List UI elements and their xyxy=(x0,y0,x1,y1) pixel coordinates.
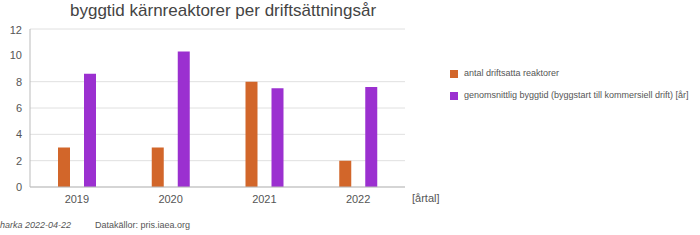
svg-text:4: 4 xyxy=(16,128,22,140)
html-text:genomsnittlig byggtid (byggsta: genomsnittlig byggtid (byggstart till ko… xyxy=(464,90,689,100)
svg-text:0: 0 xyxy=(16,181,22,193)
svg-text:10: 10 xyxy=(10,49,22,61)
svg-text:2019: 2019 xyxy=(65,193,89,205)
svg-text:2: 2 xyxy=(16,155,22,167)
svg-text:2020: 2020 xyxy=(158,193,182,205)
html-text:antal driftsatta reaktorer: antal driftsatta reaktorer xyxy=(464,68,559,78)
svg-text:2021: 2021 xyxy=(252,193,276,205)
svg-text:12: 12 xyxy=(10,24,22,36)
html-text:byggtid kärnreaktorer per drif: byggtid kärnreaktorer per driftsättnings… xyxy=(70,1,377,20)
html-text:[årtal]: [årtal] xyxy=(412,192,440,204)
svg-text:2022: 2022 xyxy=(346,193,370,205)
svg-text:8: 8 xyxy=(16,76,22,88)
svg-text:6: 6 xyxy=(16,102,22,114)
html-text:harka 2022-04-22: harka 2022-04-22 xyxy=(0,220,72,230)
html-text:Datakällor: pris.iaea.org: Datakällor: pris.iaea.org xyxy=(95,220,191,230)
